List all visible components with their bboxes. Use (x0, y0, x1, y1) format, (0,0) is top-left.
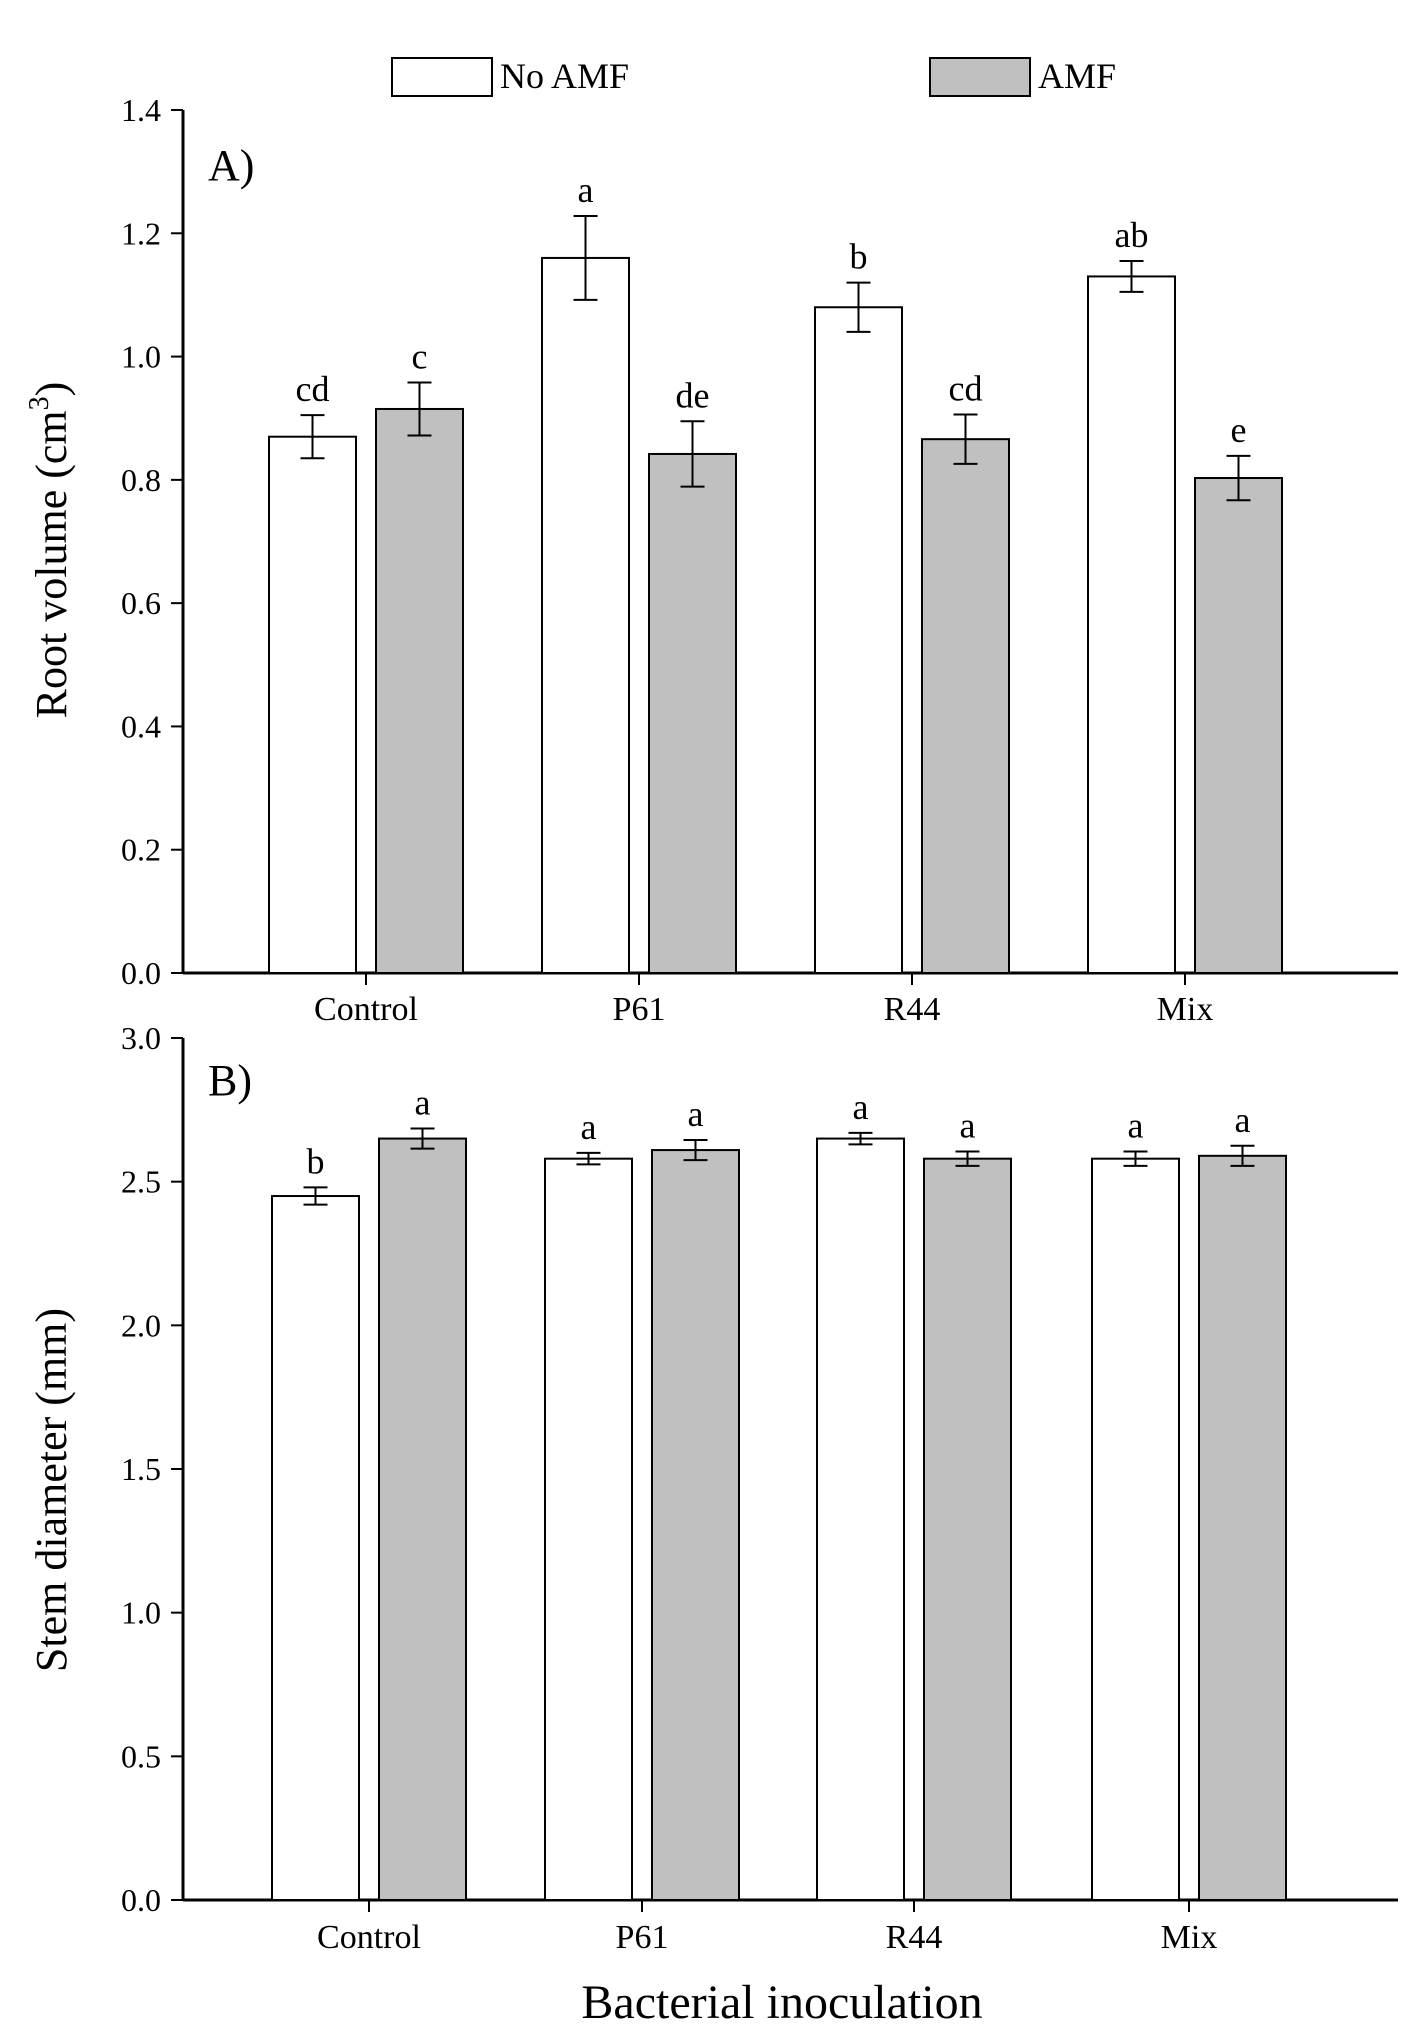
legend-swatch-no-amf (391, 57, 493, 97)
panel-a-significance-label: e (1231, 410, 1247, 450)
panel-b-significance-label: a (581, 1107, 597, 1147)
panel-b-y-tick-label: 1.0 (121, 1595, 161, 1631)
panel-a-y-tick-label: 0.6 (121, 585, 161, 621)
panel-a-significance-label: ab (1115, 215, 1149, 255)
panel-b-y-tick-label: 2.0 (121, 1307, 161, 1343)
panel-a-significance-label: a (578, 170, 594, 210)
panel-b-y-tick-label: 2.5 (121, 1164, 161, 1200)
legend: No AMF AMF (391, 56, 1116, 97)
panel-a-root-volume: A) Root volume (cm3) 0.0 0.2 0.4 0.6 0.8 1.0 1… (24, 92, 1398, 1028)
panel-b-significance-label: a (415, 1083, 431, 1123)
panel-b-significance-label: b (307, 1141, 325, 1181)
panel-a-y-tick-label: 0.4 (121, 708, 161, 744)
panel-b-bar-p61-amf (651, 1149, 740, 1902)
panel-b-bar-control-no-amf (271, 1195, 360, 1901)
legend-label-amf: AMF (1038, 56, 1116, 96)
panel-a-y-tick-label: 0.2 (121, 832, 161, 868)
panel-a-y-tick-label: 1.2 (121, 215, 161, 251)
panel-b-y-tick-label: 0.0 (121, 1882, 161, 1918)
panel-b-bar-r44-no-amf (816, 1137, 905, 1901)
panel-a-y-tick-label: 1.0 (121, 339, 161, 375)
panel-b-stem-diameter: B) Stem diameter (mm) 0.0 0.5 1.0 1.5 2.0 2.5… (27, 1020, 1398, 1956)
panel-b-bar-mix-no-amf (1091, 1157, 1180, 1902)
panel-b-significance-label: a (1128, 1105, 1144, 1145)
panel-b-significance-label: a (960, 1105, 976, 1145)
panel-b-bar-p61-no-amf (544, 1157, 633, 1902)
panel-a-category-label-r44: R44 (884, 991, 941, 1028)
panel-b-y-axis-title: Stem diameter (mm) (27, 1308, 76, 1672)
panel-a-label: A) (208, 141, 254, 190)
panel-a-bar-mix-amf (1194, 477, 1283, 974)
panel-b-significance-label: a (1235, 1100, 1251, 1140)
panel-b-significance-label: a (688, 1094, 704, 1134)
panel-a-y-tick-label: 1.4 (121, 92, 161, 128)
legend-swatch-amf (929, 57, 1031, 97)
panel-a-bar-r44-amf (921, 438, 1010, 974)
panel-b-bar-r44-amf (923, 1157, 1012, 1902)
panel-a-significance-label: c (412, 336, 428, 376)
panel-a-significance-label: cd (949, 369, 983, 409)
panel-b-y-tick-label: 0.5 (121, 1738, 161, 1774)
panel-a-significance-label: cd (296, 369, 330, 409)
panel-b-bar-control-amf (378, 1137, 467, 1901)
panel-a-bar-control-amf (375, 407, 464, 975)
x-axis-title: Bacterial inoculation (581, 1976, 982, 2029)
panel-a-y-tick-label: 0.8 (121, 462, 161, 498)
panel-a-category-label-mix: Mix (1157, 991, 1214, 1028)
panel-b-y-tick-label: 3.0 (121, 1020, 161, 1056)
panel-a-y-axis-title: Root volume (cm3) (24, 382, 76, 719)
panel-b-bar-mix-amf (1198, 1154, 1287, 1901)
panel-a-y-tick-label: 0.0 (121, 955, 161, 991)
panel-b-y-tick-label: 1.5 (121, 1451, 161, 1487)
panel-b-category-label-mix: Mix (1161, 1919, 1218, 1956)
panel-b-category-label-r44: R44 (886, 1919, 943, 1956)
panel-a-bar-r44-no-amf (814, 306, 903, 974)
panel-a-bar-p61-amf (648, 452, 737, 974)
panel-b-label: B) (208, 1056, 252, 1105)
panel-a-category-label-control: Control (314, 991, 418, 1028)
panel-b-category-label-p61: P61 (616, 1919, 669, 1956)
panel-a-bar-p61-no-amf (541, 256, 630, 974)
panel-b-significance-label: a (853, 1087, 869, 1127)
panel-a-category-label-p61: P61 (613, 991, 666, 1028)
panel-a-significance-label: de (676, 375, 710, 415)
panel-a-bar-control-no-amf (268, 435, 357, 974)
legend-label-no-amf: No AMF (500, 56, 629, 96)
panel-b-category-label-control: Control (317, 1919, 421, 1956)
panel-a-significance-label: b (850, 237, 868, 277)
panel-a-bar-mix-no-amf (1087, 275, 1176, 974)
